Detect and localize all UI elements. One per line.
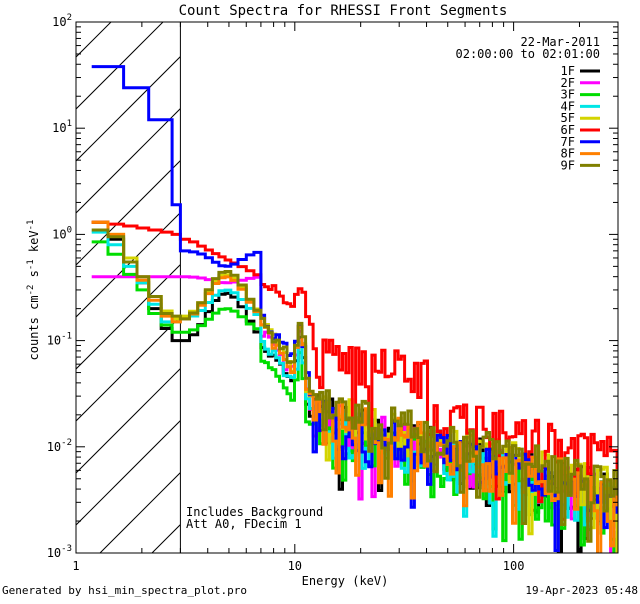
- y-label-part2: s: [27, 270, 41, 284]
- legend-label: 4F: [561, 99, 575, 113]
- annotation-background: Includes Background: [186, 505, 323, 519]
- legend-label: 6F: [561, 123, 575, 137]
- y-label-sup2: -1: [26, 259, 36, 270]
- hatch-line: [76, 419, 181, 526]
- legend-label: 7F: [561, 135, 575, 149]
- footer-generated: Generated by hsi_min_spectra_plot.pro: [2, 584, 247, 597]
- y-label-sup3: -1: [26, 220, 36, 231]
- annotation-attenuator: Att A0, FDecim 1: [186, 517, 302, 531]
- legend-label: 2F: [561, 76, 575, 90]
- hatch-line: [76, 211, 181, 318]
- time-range-label: 02:00:00 to 02:01:00: [456, 47, 601, 61]
- legend-label: 8F: [561, 147, 575, 161]
- excluded-energy-region: [0, 0, 640, 553]
- date-label: 22-Mar-2011: [521, 35, 600, 49]
- x-axis-label: Energy (keV): [302, 574, 389, 588]
- y-label-sup1: -2: [26, 285, 36, 296]
- y-axis-label: counts cm-2 s-1 keV-1: [26, 220, 41, 361]
- plot-frame: [75, 21, 619, 554]
- legend-label: 5F: [561, 111, 575, 125]
- x-tick-label: 1: [72, 559, 79, 573]
- hatch-line: [76, 22, 164, 110]
- hatch-line: [76, 263, 181, 370]
- hatch-line: [0, 0, 88, 553]
- legend-label: 3F: [561, 88, 575, 102]
- series-line-9F: [91, 228, 618, 543]
- y-label-part3: keV: [27, 230, 41, 259]
- series-line-6F: [91, 220, 618, 521]
- y-tick-label: 100: [52, 225, 72, 241]
- y-tick-label: 101: [52, 119, 72, 135]
- y-tick-label: 10-3: [47, 544, 72, 560]
- footer-timestamp: 19-Apr-2023 05:48: [525, 584, 638, 597]
- hatch-line: [76, 367, 181, 474]
- hatch-line: [620, 0, 640, 553]
- legend-label: 9F: [561, 158, 575, 172]
- legend-label: 1F: [561, 64, 575, 78]
- chart-title: Count Spectra for RHESSI Front Segments: [179, 3, 508, 19]
- y-tick-label: 102: [52, 13, 72, 29]
- y-tick-label: 10-1: [47, 332, 72, 348]
- x-tick-label: 10: [288, 559, 302, 573]
- x-axis-ticks: 1 10 100: [72, 22, 619, 573]
- series-lines: [91, 65, 618, 553]
- y-tick-label: 10-2: [47, 438, 72, 454]
- y-axis-ticks: 102 101 100 10-1 10-2 10-3: [47, 13, 618, 560]
- y-label-part1: counts cm: [27, 295, 41, 360]
- hatch-line: [76, 55, 181, 162]
- x-tick-label: 100: [503, 559, 525, 573]
